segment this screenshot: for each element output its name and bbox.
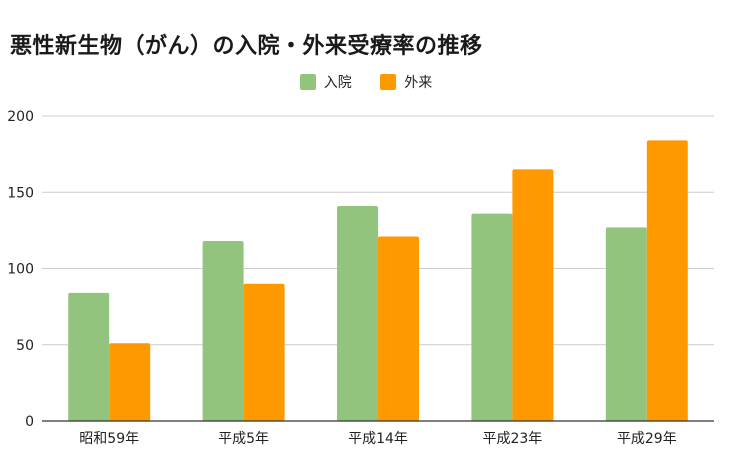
y-tick-label: 150 — [7, 185, 34, 201]
legend-label-outpatient: 外来 — [404, 75, 433, 91]
x-tick-label: 平成29年 — [617, 431, 677, 447]
x-tick-label: 平成5年 — [218, 431, 269, 447]
bar-outpatient — [646, 140, 688, 421]
legend-label-inpatient: 入院 — [323, 75, 352, 91]
bar-inpatient — [471, 213, 513, 421]
bar-inpatient — [202, 241, 244, 421]
legend-item-outpatient: 外来 — [380, 72, 432, 92]
bar-inpatient — [337, 205, 378, 421]
bar-inpatient — [605, 227, 647, 421]
chart-title: 悪性新生物（がん）の入院・外来受療率の推移 — [10, 34, 483, 59]
bar-outpatient — [243, 283, 285, 421]
x-tick-label: 平成14年 — [348, 431, 408, 447]
x-tick-label: 昭和59年 — [79, 431, 139, 447]
legend-item-inpatient: 入院 — [299, 72, 352, 92]
bar-inpatient — [68, 292, 110, 421]
y-tick-label: 0 — [25, 414, 34, 430]
bar-outpatient — [109, 343, 151, 421]
y-tick-label: 100 — [7, 262, 34, 278]
bar-outpatient — [512, 169, 554, 421]
chart-legend: 入院 外来 — [0, 72, 732, 94]
legend-swatch-outpatient — [380, 74, 397, 90]
y-tick-label: 200 — [7, 109, 34, 125]
y-tick-label: 50 — [16, 338, 34, 354]
legend-swatch-inpatient — [299, 74, 316, 90]
bar-outpatient — [378, 236, 419, 421]
x-tick-label: 平成23年 — [482, 431, 542, 447]
